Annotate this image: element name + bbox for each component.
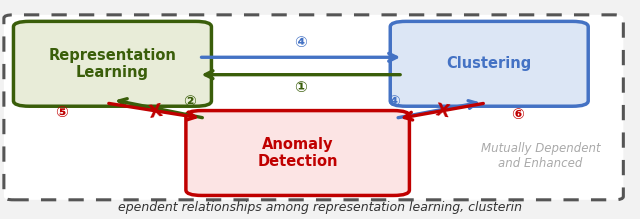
- Text: X: X: [434, 102, 451, 122]
- FancyArrowPatch shape: [202, 53, 397, 61]
- Text: Representation
Learning: Representation Learning: [49, 48, 177, 80]
- FancyBboxPatch shape: [186, 111, 410, 195]
- FancyArrowPatch shape: [398, 101, 476, 118]
- Text: ④: ④: [387, 94, 400, 109]
- Text: ①: ①: [294, 80, 307, 95]
- Text: Mutually Dependent
and Enhanced: Mutually Dependent and Enhanced: [481, 142, 600, 170]
- Text: ⑤: ⑤: [55, 105, 68, 120]
- FancyBboxPatch shape: [390, 21, 588, 106]
- Text: Clustering: Clustering: [447, 56, 532, 71]
- Text: ④: ④: [294, 35, 307, 49]
- FancyBboxPatch shape: [13, 21, 211, 106]
- Text: X: X: [147, 102, 164, 122]
- Text: ②: ②: [182, 94, 196, 109]
- FancyBboxPatch shape: [4, 15, 623, 200]
- FancyArrowPatch shape: [404, 103, 483, 120]
- Text: ependent relationships among representation learning, clusterin: ependent relationships among representat…: [118, 201, 522, 214]
- FancyArrowPatch shape: [109, 103, 195, 120]
- Text: ⑥: ⑥: [511, 108, 524, 122]
- Text: Anomaly
Detection: Anomaly Detection: [257, 137, 338, 169]
- FancyArrowPatch shape: [205, 71, 400, 79]
- FancyArrowPatch shape: [119, 99, 202, 118]
